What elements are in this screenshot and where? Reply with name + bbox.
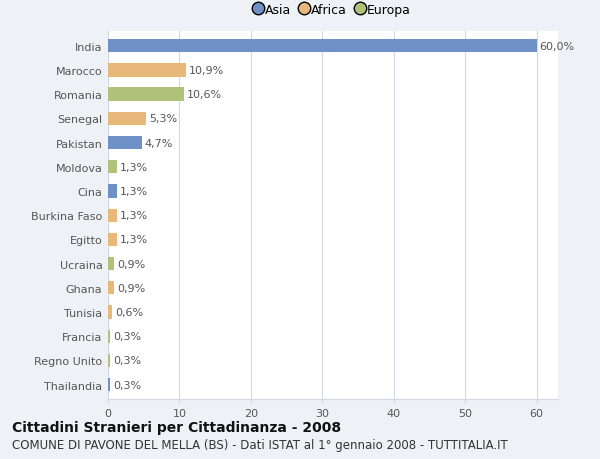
Text: 10,9%: 10,9% <box>189 66 224 76</box>
Bar <box>108 112 146 126</box>
Text: 0,6%: 0,6% <box>115 308 143 317</box>
Bar <box>108 137 142 150</box>
Text: 1,3%: 1,3% <box>120 235 148 245</box>
Bar <box>108 233 117 246</box>
Bar <box>108 64 186 78</box>
Bar <box>108 330 110 343</box>
Bar <box>108 306 112 319</box>
Bar <box>108 281 115 295</box>
Text: COMUNE DI PAVONE DEL MELLA (BS) - Dati ISTAT al 1° gennaio 2008 - TUTTITALIA.IT: COMUNE DI PAVONE DEL MELLA (BS) - Dati I… <box>12 438 508 451</box>
Text: 60,0%: 60,0% <box>539 42 575 51</box>
Text: 0,3%: 0,3% <box>113 331 141 341</box>
Bar <box>108 378 110 392</box>
Text: 10,6%: 10,6% <box>187 90 221 100</box>
Bar <box>108 209 117 222</box>
Bar <box>108 88 184 101</box>
Text: 4,7%: 4,7% <box>145 138 173 148</box>
Text: 0,9%: 0,9% <box>117 283 146 293</box>
Text: 1,3%: 1,3% <box>120 211 148 221</box>
Text: 0,9%: 0,9% <box>117 259 146 269</box>
Legend: Asia, Africa, Europa: Asia, Africa, Europa <box>250 0 416 22</box>
Text: 1,3%: 1,3% <box>120 162 148 173</box>
Text: 0,3%: 0,3% <box>113 380 141 390</box>
Bar <box>108 354 110 367</box>
Bar <box>108 185 117 198</box>
Text: 5,3%: 5,3% <box>149 114 177 124</box>
Text: Cittadini Stranieri per Cittadinanza - 2008: Cittadini Stranieri per Cittadinanza - 2… <box>12 420 341 434</box>
Bar <box>108 161 117 174</box>
Bar <box>108 257 115 271</box>
Text: 0,3%: 0,3% <box>113 356 141 366</box>
Text: 1,3%: 1,3% <box>120 186 148 196</box>
Bar <box>108 40 536 53</box>
